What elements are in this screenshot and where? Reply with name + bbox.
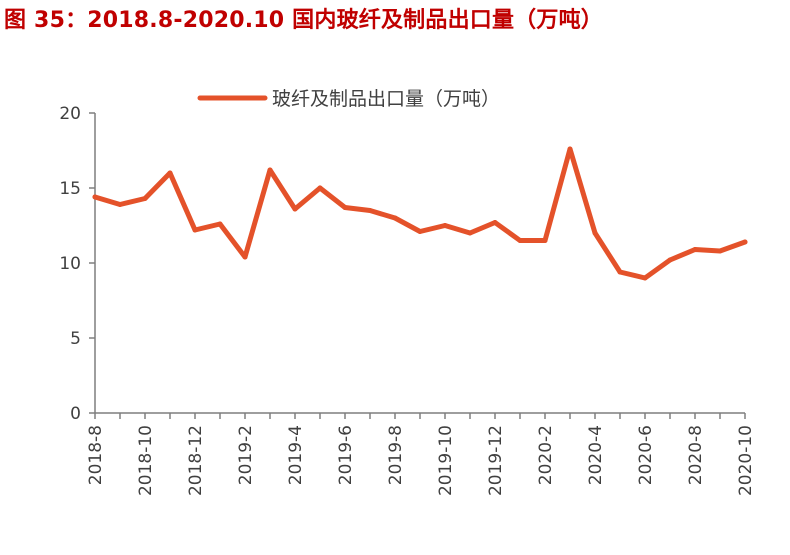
x-tick-label: 2019-12 [486,425,506,496]
data-point [592,230,598,236]
y-tick-label: 0 [70,404,81,424]
data-point [542,238,548,243]
data-point [392,215,398,221]
y-tick-label: 20 [59,104,81,124]
data-point [417,229,423,234]
data-point [192,227,198,233]
y-tick-label: 5 [70,329,81,349]
data-point [567,146,573,152]
data-point [692,247,698,252]
data-point [442,223,448,228]
data-point [217,221,223,227]
data-point [517,238,523,243]
data-point [267,167,273,173]
data-point [342,205,348,210]
data-point [742,239,748,245]
data-point [492,220,498,225]
data-point [242,254,248,260]
x-tick-label: 2019-2 [236,425,256,485]
x-tick-label: 2019-4 [286,425,306,485]
data-point [617,269,623,275]
data-point [142,196,148,201]
series-group [92,146,748,281]
x-tick-label: 2020-6 [636,425,656,485]
x-tick-label: 2018-8 [86,425,106,485]
x-tick-label: 2020-8 [686,425,706,485]
data-point [667,257,673,263]
y-tick-label: 15 [59,179,81,199]
x-tick-labels: 2018-8 2018-10 2018-12 2019-2 2019-4 2019-6 20… [86,425,756,496]
x-tick-label: 2018-12 [186,425,206,496]
data-point [467,230,473,236]
x-tick-label: 2019-6 [336,425,356,485]
data-point [642,275,648,281]
data-point [292,206,298,212]
x-tick-label: 2020-4 [586,425,606,485]
y-tick-label: 10 [59,254,81,274]
chart-legend: 玻纤及制品出口量（万吨） [197,88,500,110]
legend-label: 玻纤及制品出口量（万吨） [272,88,500,110]
data-point [117,202,123,207]
chart-axes [89,112,746,419]
x-tick-label: 2019-8 [386,425,406,485]
data-point [92,194,98,200]
series-line [92,146,748,281]
y-tick-labels: 0 5 10 15 20 [59,104,81,424]
data-point [167,170,173,176]
data-point [367,208,373,213]
data-point [317,185,323,191]
x-tick-label: 2018-10 [136,425,156,496]
x-tick-label: 2019-10 [436,425,456,496]
data-point [717,248,723,254]
x-tick-label: 2020-10 [736,425,756,496]
figure-title: 图 35：2018.8-2020.10 国内玻纤及制品出口量（万吨） [4,8,603,33]
x-tick-label: 2020-2 [536,425,556,485]
